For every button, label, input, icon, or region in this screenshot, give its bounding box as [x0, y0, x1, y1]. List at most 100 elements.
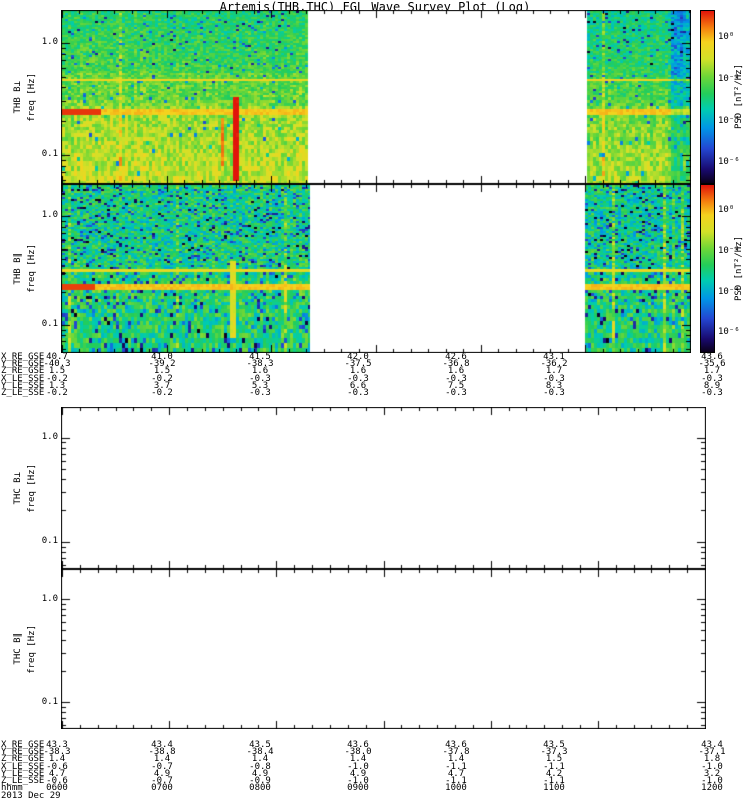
axis-value: -1.0	[347, 761, 369, 772]
panel4-ytick-0.1: 0.1	[41, 697, 58, 707]
axis-value: 41.0	[151, 352, 173, 362]
axis-value: 43.4	[151, 740, 173, 750]
time-value: 0800	[249, 783, 271, 794]
panel1-instrument-label: THB B⊥	[12, 80, 23, 114]
panel1-cbtick-2: 10⁻⁴	[718, 116, 740, 126]
axis-value: 3.2	[703, 768, 721, 779]
axis-value: 42.6	[445, 352, 467, 362]
panel3-ytick-0.1: 0.1	[41, 536, 58, 546]
axis-value: -0.2	[151, 388, 173, 398]
axis-value: -37.3	[540, 747, 568, 758]
panel1-colorbar-label-group: PSD [nT²/Hz]	[734, 11, 745, 183]
axis-value: -1.1	[543, 776, 565, 786]
axis-value: -36.2	[540, 359, 568, 370]
axis-value: -0.7	[151, 761, 173, 772]
axis-value: 1.7	[703, 366, 721, 377]
panel3-ytick-1.0: 1.0	[41, 432, 58, 442]
axis-value: -1.1	[543, 761, 565, 772]
panel2-colorbar	[700, 184, 715, 353]
panel3-instrument-label: THC B⊥	[12, 471, 23, 505]
axis-value: -0.2	[46, 373, 68, 384]
axis-value: 43.1	[543, 352, 565, 362]
axis-value: -0.6	[46, 776, 68, 786]
time-value: 1100	[543, 783, 565, 794]
axis-row-label: X_RE_GSE	[1, 352, 45, 362]
axis-value: 1.4	[447, 754, 465, 765]
axis-value: 1.3	[48, 380, 66, 391]
axis-row-label: Z_LE_SSE	[1, 388, 45, 398]
axis-value: 5.3	[251, 380, 269, 391]
axis-row-label: X_LE_SSE	[1, 761, 45, 772]
axis-value: 3.7	[153, 380, 171, 391]
axis-value: -0.9	[249, 776, 271, 786]
axis-row-label: Y_LE_SSE	[1, 380, 45, 391]
axis-value: -40.3	[43, 359, 71, 370]
axis-row-label: Z_RE_GSE	[1, 366, 45, 377]
axis-value: -0.3	[249, 373, 271, 384]
axis-value: -0.3	[543, 388, 565, 398]
axis-value: 43.6	[347, 740, 369, 750]
panel2-unit-label: freq [Hz]	[26, 244, 37, 293]
panel1-cbtick-1: 10⁻²	[718, 74, 740, 84]
axis-row-label: Y_LE_SSE	[1, 768, 45, 779]
axis-value: -38.0	[344, 747, 372, 758]
axis-value: 40.7	[46, 352, 68, 362]
panel2-colorbar-label-group: PSD [nT²/Hz]	[734, 185, 745, 352]
axis-value: 1.4	[153, 754, 171, 765]
axis-value: 4.9	[349, 768, 367, 779]
axis-value: -37.8	[442, 747, 470, 758]
axis-value: -38.3	[246, 359, 274, 370]
time-value: 0900	[347, 783, 369, 794]
axis-value: 8.3	[545, 380, 563, 391]
panel2-cbtick-1: 10⁻²	[718, 246, 740, 256]
panel2-instrument-label: THB B∥	[12, 252, 23, 285]
axis-value: 1.7	[545, 366, 563, 377]
time-row-label: hhmm	[1, 783, 23, 794]
axis-value: -0.3	[701, 373, 723, 384]
axis-value: 42.0	[347, 352, 369, 362]
axis-value: 43.6	[445, 740, 467, 750]
axis-value: 4.7	[48, 768, 66, 779]
axis-value: -0.3	[445, 373, 467, 384]
axis-row-label: Y_RE_GSE	[1, 359, 45, 370]
axis-value: -0.3	[543, 373, 565, 384]
axis-value: 1.8	[703, 754, 721, 765]
axis-value: -37.1	[698, 747, 726, 758]
axis-value: -1.1	[445, 776, 467, 786]
axis-value: -0.3	[347, 388, 369, 398]
axis-value: -38.8	[148, 747, 176, 758]
thb-bperp-spectrogram	[61, 10, 691, 184]
axis-value: -0.6	[46, 761, 68, 772]
axis-value: -0.3	[701, 388, 723, 398]
axis-value: 1.5	[48, 366, 66, 377]
time-value: 0600	[46, 783, 68, 794]
axis-value: -0.8	[249, 761, 271, 772]
axis-value: -35.6	[698, 359, 726, 370]
axis-value: 41.5	[249, 352, 271, 362]
panel1-cbtick-3: 10⁻⁶	[718, 157, 740, 167]
axis-value: 43.3	[46, 740, 68, 750]
time-value: 0700	[151, 783, 173, 794]
axis-value: -0.7	[151, 776, 173, 786]
axis-value: 43.5	[249, 740, 271, 750]
axis-row-label: Z_RE_GSE	[1, 754, 45, 765]
axis-value: -36.8	[442, 359, 470, 370]
panel3-unit-label: freq [Hz]	[26, 463, 37, 513]
thb-bpar-spectrogram	[61, 184, 691, 353]
axis-value: 4.9	[251, 768, 269, 779]
panel1-cbtick-0: 10⁰	[718, 32, 735, 42]
axis-value: 1.4	[349, 754, 367, 765]
panel4-unit-label: freq [Hz]	[26, 624, 37, 674]
axis-value: 1.6	[251, 366, 269, 377]
axis-value: -0.3	[445, 388, 467, 398]
axis-value: -0.3	[249, 388, 271, 398]
axis-value: 43.4	[701, 740, 723, 750]
axis-value: -0.2	[151, 373, 173, 384]
axis-value: -1.0	[347, 776, 369, 786]
axis-value: 43.6	[701, 352, 723, 362]
axis-value: -0.3	[347, 373, 369, 384]
axis-value: -1.0	[701, 761, 723, 772]
axis-value: 4.2	[545, 768, 563, 779]
panel2-cbtick-3: 10⁻⁶	[718, 327, 740, 337]
axis-value: -0.2	[46, 388, 68, 398]
